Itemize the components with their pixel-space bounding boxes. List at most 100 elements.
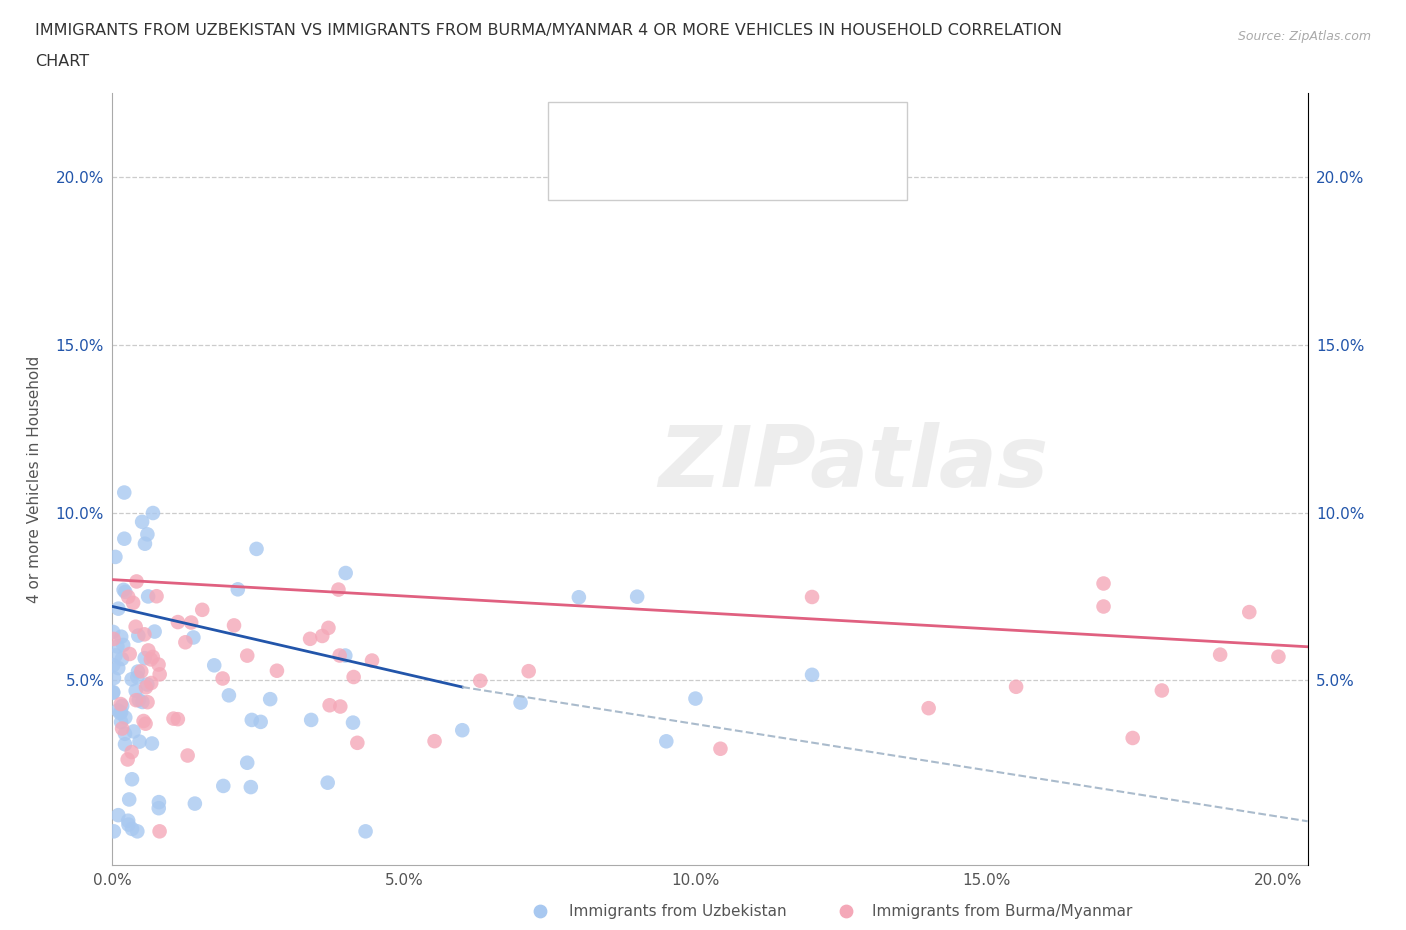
Point (318, 620, 340, 635)
Point (111, 652, 134, 667)
Point (1150, 683, 1173, 698)
Point (191, 603, 214, 618)
Point (135, 680, 157, 695)
Point (121, 671, 143, 686)
Point (354, 824, 377, 839)
Point (110, 697, 132, 711)
Point (127, 664, 149, 679)
Point (131, 514, 153, 529)
Point (917, 700, 939, 715)
Point (451, 723, 474, 737)
Point (114, 726, 136, 741)
Point (259, 692, 281, 707)
Point (136, 695, 159, 710)
Point (166, 711, 188, 726)
Point (212, 778, 235, 793)
Point (509, 695, 531, 710)
Point (709, 741, 731, 756)
Point (134, 537, 156, 551)
Point (245, 541, 267, 556)
Point (335, 648, 357, 663)
Point (103, 658, 125, 672)
Point (318, 698, 340, 712)
Point (117, 817, 139, 832)
Point (107, 639, 129, 654)
Point (121, 821, 143, 836)
Point (176, 748, 198, 763)
Point (134, 651, 156, 666)
Point (135, 716, 157, 731)
Point (127, 628, 149, 643)
Point (148, 658, 170, 672)
Point (239, 779, 262, 794)
Point (470, 673, 492, 688)
Text: R =  -0.148   N = 78: R = -0.148 N = 78 (612, 116, 794, 134)
Point (141, 675, 163, 690)
Point (107, 601, 129, 616)
Point (111, 721, 134, 736)
Point (240, 712, 263, 727)
Point (128, 734, 150, 749)
Point (125, 693, 148, 708)
Point (107, 703, 129, 718)
Text: Immigrants from Uzbekistan: Immigrants from Uzbekistan (569, 904, 787, 919)
Point (316, 776, 339, 790)
Point (343, 670, 366, 684)
Point (311, 629, 333, 644)
Point (328, 582, 350, 597)
Point (110, 714, 132, 729)
Point (110, 705, 132, 720)
Point (517, 664, 540, 679)
Point (180, 615, 202, 630)
Point (131, 695, 153, 710)
Point (143, 624, 166, 639)
Point (104, 648, 127, 663)
Point (361, 653, 384, 668)
Point (299, 631, 322, 646)
Point (568, 590, 591, 604)
Point (1122, 731, 1144, 746)
Point (122, 724, 145, 738)
Point (127, 670, 149, 684)
Point (148, 795, 170, 810)
Point (110, 630, 132, 644)
Point (107, 808, 129, 823)
Point (117, 813, 139, 828)
Point (148, 801, 170, 816)
Point (129, 664, 152, 679)
Point (149, 667, 172, 682)
Point (103, 824, 125, 839)
Point (149, 824, 172, 839)
Point (346, 736, 368, 751)
Text: IMMIGRANTS FROM UZBEKISTAN VS IMMIGRANTS FROM BURMA/MYANMAR 4 OR MORE VEHICLES I: IMMIGRANTS FROM UZBEKISTAN VS IMMIGRANTS… (35, 23, 1062, 38)
Point (249, 714, 271, 729)
Point (236, 755, 259, 770)
Point (202, 658, 225, 672)
Text: R =  -0.093   N = 60: R = -0.093 N = 60 (612, 157, 794, 175)
Point (222, 618, 245, 632)
Point (529, 904, 551, 919)
Text: Immigrants from Burma/Myanmar: Immigrants from Burma/Myanmar (872, 904, 1132, 919)
Point (685, 691, 707, 706)
Point (801, 590, 824, 604)
Point (423, 734, 446, 749)
Point (125, 574, 148, 589)
Point (299, 712, 322, 727)
Point (103, 671, 125, 685)
Point (162, 711, 184, 726)
Point (117, 590, 139, 604)
Point (1209, 647, 1232, 662)
Point (103, 684, 125, 699)
Point (183, 630, 205, 644)
Point (108, 706, 131, 721)
Point (101, 685, 124, 700)
Point (1239, 604, 1261, 619)
Text: ZIPatlas: ZIPatlas (658, 422, 1049, 505)
Point (104, 550, 127, 565)
Point (329, 699, 352, 714)
Point (142, 506, 165, 521)
Point (174, 635, 197, 650)
Point (124, 684, 146, 698)
Text: CHART: CHART (35, 54, 89, 69)
Point (801, 668, 824, 683)
